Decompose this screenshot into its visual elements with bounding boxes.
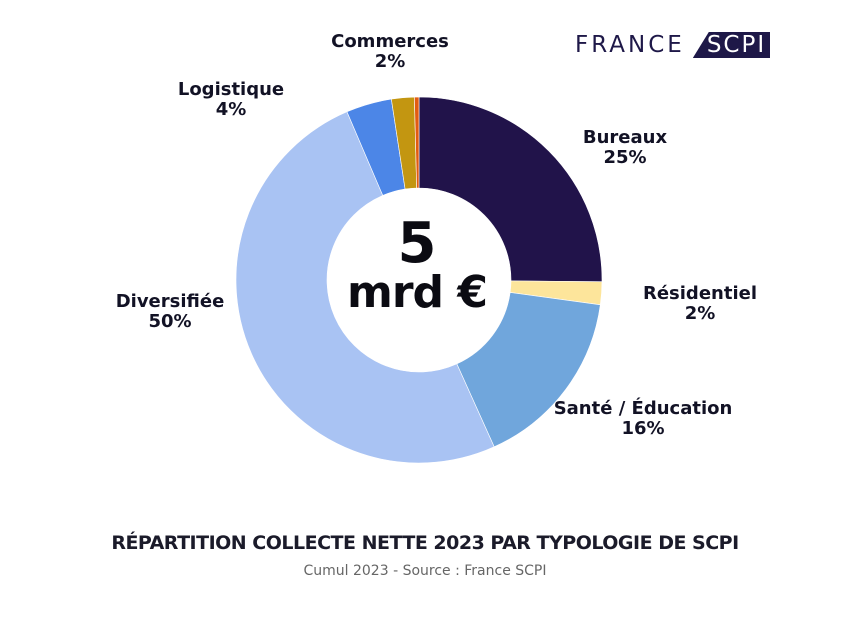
slice-value-commerces: 2%: [375, 51, 406, 72]
slice-value-sante-education: 16%: [621, 418, 664, 439]
slice-value-logistique: 4%: [216, 99, 247, 120]
logo-word-scpi: SCPI: [706, 32, 767, 58]
slice-label-commerces: Commerces: [331, 31, 449, 52]
slice-label-diversifiee: Diversifiée: [116, 291, 225, 312]
slice-sante-education: [456, 292, 601, 448]
france-scpi-logo: FRANCE SCPI: [575, 30, 771, 60]
slice-label-sante-education: Santé / Éducation: [554, 397, 733, 419]
chart-title: RÉPARTITION COLLECTE NETTE 2023 PAR TYPO…: [111, 532, 739, 554]
center-unit: mrd €: [347, 267, 487, 318]
slice-value-bureaux: 25%: [603, 147, 646, 168]
chart-subtitle: Cumul 2023 - Source : France SCPI: [303, 563, 547, 579]
slice-diversifiee: [235, 111, 495, 464]
logo-badge: SCPI: [692, 32, 771, 58]
slice-label-residentiel: Résidentiel: [643, 283, 757, 304]
slice-bureaux: [418, 96, 603, 283]
center-value: 5: [398, 211, 437, 276]
slice-label-bureaux: Bureaux: [583, 127, 668, 148]
slice-value-diversifiee: 50%: [148, 311, 191, 332]
logo-word-france: FRANCE: [575, 32, 685, 58]
slice-value-residentiel: 2%: [685, 303, 716, 324]
slice-other-6: [414, 96, 420, 189]
slice-label-logistique: Logistique: [178, 79, 284, 100]
